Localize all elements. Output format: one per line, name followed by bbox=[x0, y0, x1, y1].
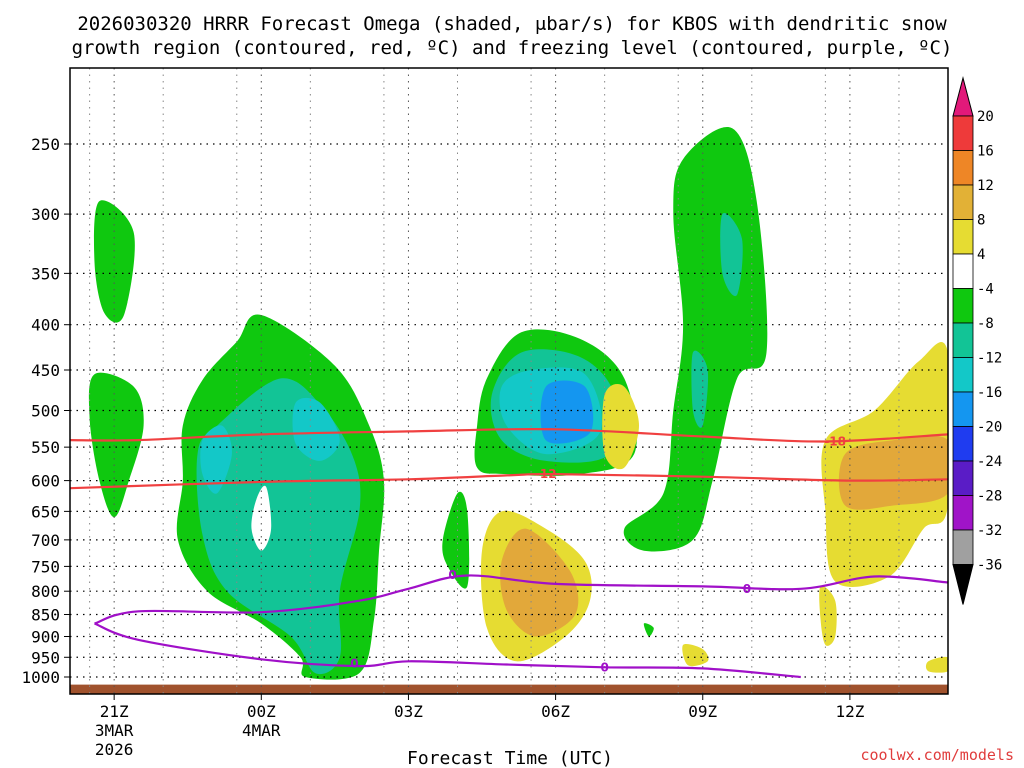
chart-title-line1: 2026030320 HRRR Forecast Omega (shaded, … bbox=[77, 13, 947, 35]
y-tick-label: 750 bbox=[31, 557, 60, 576]
contour-freezing-level-upper bbox=[94, 574, 948, 625]
colorbar-top-arrow bbox=[952, 76, 974, 117]
credit-link[interactable]: coolwx.com/models bbox=[860, 746, 1014, 764]
contour-label-freezing-level-upper: 0 bbox=[743, 582, 751, 596]
x-tick-date: 4MAR bbox=[242, 721, 281, 740]
colorbar-label: -24 bbox=[977, 454, 1002, 470]
contour-label-freezing-level-lower: 0 bbox=[600, 660, 608, 674]
shade-cyan-main-00z bbox=[200, 425, 232, 494]
colorbar-bin bbox=[952, 391, 974, 427]
colorbar-label: -32 bbox=[977, 523, 1002, 539]
colorbar: 20 16 12 8 4 -4 -8 -12 -16 -20 -24 -28 -32 -36 bbox=[952, 76, 1002, 605]
shade-yellow-1330z bbox=[925, 656, 948, 673]
y-tick-label: 850 bbox=[31, 606, 60, 625]
y-tick-label: 950 bbox=[31, 648, 60, 667]
x-tick-label: 09Z bbox=[688, 702, 717, 721]
x-tick-label: 21Z bbox=[100, 702, 129, 721]
terrain-ground bbox=[70, 684, 948, 694]
colorbar-bin bbox=[952, 460, 974, 496]
colorbar-bin bbox=[952, 219, 974, 255]
shade-cyan-main-00z-2 bbox=[292, 397, 340, 461]
colorbar-bottom-arrow bbox=[952, 564, 974, 605]
colorbar-bin bbox=[952, 150, 974, 186]
contour-label-freezing-level-mid-mark: 0 bbox=[350, 656, 358, 670]
colorbar-label: 16 bbox=[977, 144, 994, 160]
colorbar-label: 4 bbox=[977, 247, 985, 263]
colorbar-bin bbox=[952, 322, 974, 358]
contour-dgz-minus-18 bbox=[70, 427, 948, 443]
shade-green-07z-dot bbox=[643, 623, 654, 637]
y-tick-label: 550 bbox=[31, 438, 60, 457]
colorbar-bin bbox=[952, 529, 974, 565]
terrain-fill bbox=[70, 684, 948, 694]
colorbar-label: 8 bbox=[977, 213, 985, 229]
x-tick-label: 00Z bbox=[247, 702, 276, 721]
shade-green-col-21z-low bbox=[88, 372, 144, 518]
x-tick-year: 2026 bbox=[95, 740, 134, 759]
shade-teal-0830z-top bbox=[720, 212, 743, 297]
x-axis-title: Forecast Time (UTC) bbox=[407, 748, 613, 768]
x-tick-label: 03Z bbox=[394, 702, 423, 721]
contour-label-freezing-level-low-mark: 0 bbox=[448, 568, 456, 582]
y-tick-label: 1000 bbox=[21, 668, 60, 687]
y-tick-label: 600 bbox=[31, 472, 60, 491]
shade-yellow-12z-low bbox=[819, 585, 837, 646]
chart-title-line2: growth region (contoured, red, ºC) and f… bbox=[72, 37, 953, 59]
contour-lines: -18 -12 0 0 0 0 bbox=[70, 427, 948, 679]
shade-yellow-0930z bbox=[682, 644, 709, 667]
colorbar-label: -28 bbox=[977, 489, 1002, 505]
colorbar-bin bbox=[952, 288, 974, 324]
y-tick-label: 900 bbox=[31, 627, 60, 646]
contour-label-dgz-minus-12: -12 bbox=[535, 467, 557, 481]
colorbar-bin bbox=[952, 184, 974, 220]
contour-label-dgz-minus-18: -18 bbox=[824, 435, 846, 449]
colorbar-bin bbox=[952, 115, 974, 151]
colorbar-label: -8 bbox=[977, 316, 994, 332]
contour-dgz-minus-12 bbox=[70, 472, 948, 490]
x-tick-label: 06Z bbox=[541, 702, 570, 721]
colorbar-label: -4 bbox=[977, 282, 994, 298]
grid-lines bbox=[70, 68, 948, 694]
colorbar-label: 20 bbox=[977, 109, 994, 125]
shade-teal-0830z-mid bbox=[691, 350, 709, 428]
colorbar-label: 12 bbox=[977, 178, 994, 194]
omega-shading bbox=[88, 127, 948, 680]
colorbar-label: -20 bbox=[977, 420, 1002, 436]
shade-hole-main bbox=[251, 485, 272, 551]
x-tick-label: 12Z bbox=[835, 702, 864, 721]
colorbar-label: -12 bbox=[977, 351, 1002, 367]
shade-green-0830z bbox=[623, 127, 768, 552]
x-tick-date: 3MAR bbox=[95, 721, 134, 740]
y-tick-label: 800 bbox=[31, 582, 60, 601]
shade-orange-12z bbox=[838, 435, 948, 510]
y-axis: 250 300 350 400 450 500 550 600 650 700 750 800 850 9… bbox=[21, 135, 70, 687]
colorbar-bin bbox=[952, 495, 974, 531]
y-tick-label: 500 bbox=[31, 402, 60, 421]
y-tick-label: 450 bbox=[31, 361, 60, 380]
colorbar-label: -16 bbox=[977, 385, 1002, 401]
y-tick-label: 250 bbox=[31, 135, 60, 154]
colorbar-bin bbox=[952, 357, 974, 393]
y-tick-label: 350 bbox=[31, 264, 60, 283]
shade-green-col-21z bbox=[93, 200, 135, 323]
shade-blue-05z bbox=[540, 380, 594, 444]
shade-yellow-06z-small bbox=[602, 384, 639, 470]
colorbar-bin bbox=[952, 253, 974, 289]
contour-freezing-level-lower bbox=[94, 622, 801, 679]
plot-frame bbox=[69, 67, 949, 695]
colorbar-label: -36 bbox=[977, 558, 1002, 574]
y-tick-label: 400 bbox=[31, 316, 60, 335]
y-tick-label: 700 bbox=[31, 531, 60, 550]
colorbar-bin bbox=[952, 426, 974, 462]
y-tick-label: 300 bbox=[31, 205, 60, 224]
y-tick-label: 650 bbox=[31, 502, 60, 521]
shade-green-03z-strip bbox=[442, 491, 470, 589]
